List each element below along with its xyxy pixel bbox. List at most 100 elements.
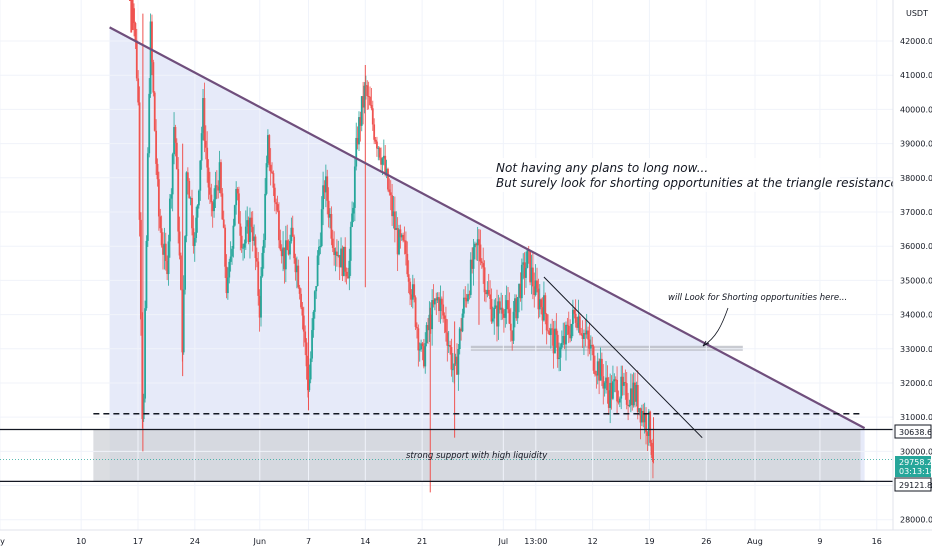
candle-body [356, 137, 359, 145]
candle-body [458, 328, 461, 350]
candle-body [370, 104, 373, 109]
candle-body [529, 250, 532, 283]
candle-body [173, 127, 175, 155]
currency-label: USDT [906, 9, 928, 18]
candle-body [533, 286, 536, 295]
candle-body [287, 249, 290, 255]
candle-body [133, 8, 135, 24]
note-main-line1: Not having any plans to long now... [496, 161, 708, 175]
note-main-line2: But surely look for shorting opportuniti… [496, 176, 909, 190]
candle-body [540, 299, 543, 308]
y-tick-label: 36000.00 [900, 242, 932, 251]
candle-body [625, 383, 628, 405]
candle-body [642, 410, 645, 423]
candle-body [421, 343, 424, 347]
candle-body [334, 251, 337, 256]
candle-body [595, 374, 598, 376]
badge-upper-support: 30638.66 [899, 428, 932, 437]
candle-body [555, 328, 558, 335]
triangle-fill [109, 27, 865, 482]
candle-body [286, 240, 289, 250]
candle-body [304, 331, 307, 343]
candle-body [541, 307, 544, 321]
candle-body [650, 442, 653, 455]
candle-body [462, 297, 465, 314]
candle-body [646, 432, 649, 436]
candle-body [333, 247, 336, 256]
candle-body [446, 332, 449, 346]
candle-body [400, 234, 403, 238]
candle-body [435, 298, 438, 301]
candle-body [649, 411, 652, 443]
candle-body [342, 246, 345, 276]
candle-body [376, 141, 378, 149]
candle-body [578, 316, 581, 334]
candle-body [618, 398, 621, 403]
candle-body [364, 85, 367, 87]
candle-body [536, 280, 538, 289]
candle-body [188, 180, 191, 199]
candle-body [160, 228, 163, 246]
candle-body [518, 283, 520, 298]
candle-body [131, 0, 134, 31]
candle-body [231, 248, 233, 257]
candle-body [155, 130, 158, 164]
candle-body [515, 298, 518, 319]
candle-body [392, 211, 395, 217]
candle-body [289, 241, 291, 255]
candle-body [584, 332, 587, 335]
candle-body [490, 298, 493, 322]
candle-body [617, 401, 620, 403]
candle-body [149, 21, 152, 94]
candle-body [214, 185, 217, 200]
candle-body [217, 186, 220, 191]
candle-body [572, 309, 574, 325]
candle-body [327, 200, 330, 218]
candle-body [438, 297, 440, 312]
badge-lower-support: 29121.83 [899, 481, 932, 490]
candle-body [534, 280, 537, 295]
candle-body [612, 381, 614, 399]
candle-body [384, 155, 387, 174]
candle-body [554, 328, 556, 354]
candle-body [171, 154, 174, 195]
candle-body [440, 298, 443, 305]
candle-body [389, 192, 392, 196]
candle-body [628, 404, 631, 407]
candle-body [500, 307, 503, 310]
arrow-curve [702, 307, 729, 347]
candle-body [211, 202, 214, 212]
candle-body [265, 163, 268, 194]
candle-body [279, 240, 282, 250]
candle-body [233, 205, 236, 226]
candle-body [469, 259, 472, 295]
candle-body [602, 376, 605, 389]
candle-body [449, 345, 451, 348]
candle-body [605, 377, 607, 384]
candle-body [627, 404, 630, 407]
candle-body [247, 220, 250, 242]
candle-body [261, 252, 264, 277]
candle-body [284, 240, 287, 270]
candle-body [199, 160, 202, 191]
candle-body [560, 342, 563, 348]
candle-body [240, 235, 243, 249]
triangle-pattern [109, 27, 865, 482]
candle-body [167, 241, 170, 275]
candle-body [239, 223, 242, 236]
candle-body [525, 267, 527, 278]
candle-body [413, 284, 416, 298]
candle-body [309, 358, 312, 380]
candle-body [638, 408, 641, 412]
candle-body [301, 307, 304, 316]
candle-body [140, 219, 142, 320]
candle-body [218, 162, 221, 191]
candle-body [276, 204, 279, 211]
candle-body [647, 411, 650, 436]
candle-body [504, 308, 507, 318]
candle-body [363, 85, 366, 108]
candle-body [203, 98, 206, 141]
candle-body [475, 243, 478, 246]
time-axis: ay 10 17 24 Jun 7 14 21 Jul 13:00 12 19 26 Aug 9 16 [0, 529, 932, 546]
